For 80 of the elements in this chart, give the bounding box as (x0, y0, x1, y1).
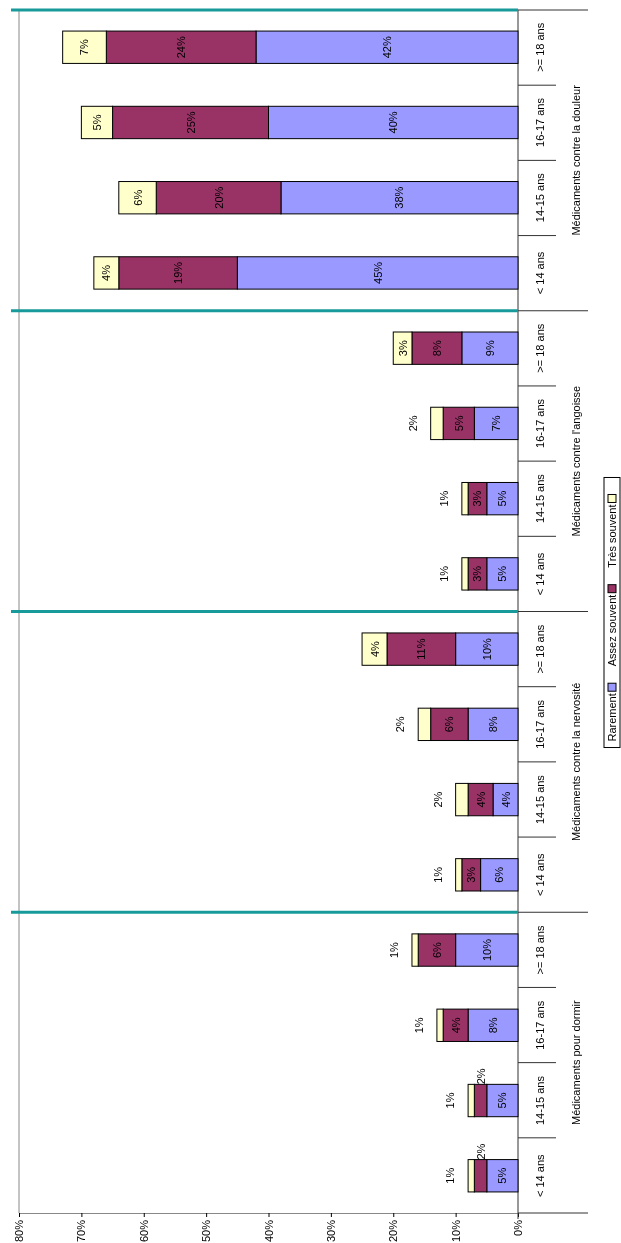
data-label: 9% (483, 340, 496, 357)
data-label: 1% (444, 1092, 457, 1109)
data-label: 1% (387, 941, 400, 959)
data-label: 5% (496, 1167, 509, 1184)
text: Médicaments pour dormir (570, 999, 582, 1125)
data-label: 5% (496, 490, 509, 507)
y-tick-label: 16-17 ans (534, 97, 546, 147)
data-label: 3% (471, 490, 484, 507)
data-label: 2% (406, 415, 419, 432)
y-tick-label: 14-15 ans (534, 1075, 546, 1125)
data-label: 5% (90, 114, 103, 131)
data-label: 1% (444, 1167, 457, 1184)
x-tick-label: 20% (387, 1219, 400, 1243)
x-tick-label: 60% (137, 1219, 150, 1243)
data-label: 6% (131, 189, 144, 206)
data-label: 1% (437, 490, 450, 507)
y-tick-label: < 14 ans (534, 552, 546, 596)
data-label: 2% (431, 791, 444, 808)
y-tick-label: 16-17 ans (534, 398, 546, 448)
y-tick-label: 14-15 ans (534, 473, 546, 524)
y-tick-label: >= 18 ans (534, 22, 546, 72)
data-label: 5% (496, 565, 509, 582)
data-label: 2% (474, 1143, 487, 1160)
data-label: 1% (431, 866, 444, 883)
data-label: 10% (480, 938, 493, 962)
data-label: 6% (443, 716, 456, 733)
data-label: 5% (452, 415, 465, 432)
data-label: 3% (465, 866, 478, 883)
data-label: 45% (371, 261, 384, 284)
data-label: 11% (415, 638, 428, 660)
y-tick-label: >= 18 ans (534, 624, 546, 674)
data-label: 1% (412, 1017, 425, 1034)
data-label: 8% (487, 1017, 500, 1034)
x-tick-label: 40% (262, 1219, 275, 1243)
data-label: 3% (471, 565, 484, 582)
x-tick-label: 10% (449, 1219, 462, 1243)
data-label: 38% (393, 186, 406, 209)
legend-label: Assez souvent (606, 594, 618, 667)
data-label: 8% (487, 716, 500, 733)
data-label: 20% (212, 186, 225, 209)
data-label: 4% (499, 791, 512, 808)
y-tick-label: < 14 ans (534, 251, 546, 295)
legend-label: Très souvent (606, 504, 618, 568)
data-label: 2% (394, 716, 407, 733)
data-label: 10% (480, 637, 493, 661)
y-tick-label: < 14 ans (534, 853, 546, 897)
data-label: 25% (184, 111, 197, 134)
data-label: 40% (387, 111, 400, 134)
x-tick-label: 0% (512, 1219, 524, 1236)
y-tick-label: 16-17 ans (534, 699, 546, 749)
data-label: 8% (430, 340, 443, 357)
y-tick-label: 14-15 ans (534, 774, 546, 825)
data-label: 6% (430, 941, 443, 959)
y-tick-label: >= 18 ans (534, 323, 546, 373)
data-label: 4% (474, 791, 487, 808)
data-label: 6% (493, 866, 506, 883)
x-tick-label: 80% (13, 1219, 25, 1243)
text: Médicaments contre la douleur (570, 84, 582, 236)
data-label: 1% (437, 565, 450, 582)
y-tick-label: 16-17 ans (534, 1000, 546, 1050)
x-tick-label: 50% (200, 1219, 213, 1243)
text: Médicaments contre la nervosité (570, 682, 582, 842)
x-tick-label: 30% (324, 1219, 337, 1243)
legend-label: Rarement (606, 693, 618, 742)
data-label: 24% (175, 36, 188, 59)
data-label: 5% (496, 1092, 509, 1109)
text: Médicaments contre l'angoisse (570, 385, 582, 537)
x-tick-label: 70% (75, 1219, 88, 1243)
data-label: 42% (381, 36, 394, 59)
y-tick-label: < 14 ans (534, 1154, 546, 1198)
y-tick-label: 14-15 ans (534, 172, 546, 223)
data-label: 7% (490, 415, 503, 432)
y-tick-label: >= 18 ans (534, 925, 546, 975)
data-label: 7% (78, 39, 91, 56)
data-label: 19% (172, 261, 185, 284)
data-label: 4% (100, 264, 113, 281)
data-label: 4% (449, 1017, 462, 1034)
data-label: 4% (368, 640, 381, 658)
data-label: 3% (396, 340, 409, 357)
data-label: 2% (474, 1068, 487, 1085)
